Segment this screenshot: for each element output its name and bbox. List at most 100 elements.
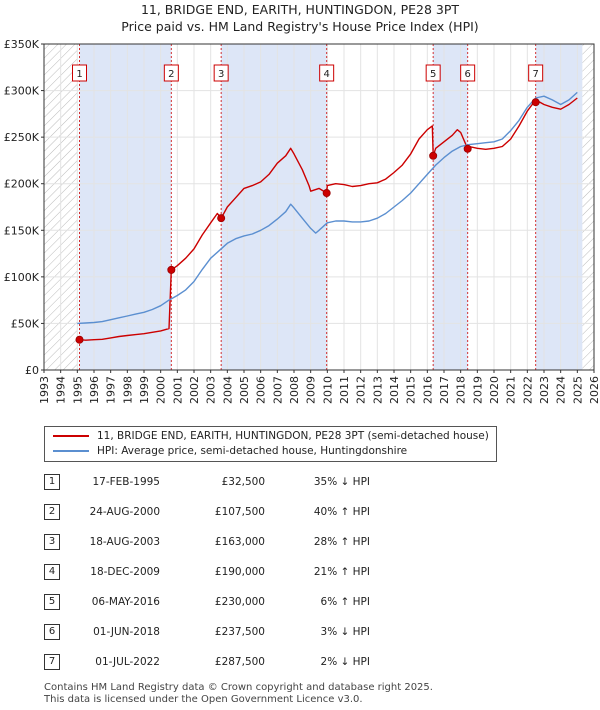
y-tick-label: £300K [4, 85, 40, 98]
x-tick-label: 1996 [88, 376, 101, 404]
sale-number-label: 4 [323, 69, 329, 80]
x-tick-label: 2011 [338, 376, 351, 404]
sale-point [463, 144, 472, 153]
sale-hpi-diff: 35% ↓ HPI [313, 476, 370, 488]
sale-point [167, 265, 176, 274]
sale-date: 17-FEB-1995 [92, 476, 160, 488]
sale-row: 3 18-AUG-2003 £163,000 28% ↑ HPI [0, 532, 600, 552]
chart-subtitle: Price paid vs. HM Land Registry's House … [121, 19, 479, 34]
sale-number: 4 [44, 564, 60, 580]
sale-date: 01-JUL-2022 [95, 656, 160, 668]
y-tick-label: £350K [4, 38, 40, 51]
sale-price: £163,000 [214, 536, 265, 548]
x-tick-label: 2007 [271, 376, 284, 404]
sale-number: 6 [44, 624, 60, 640]
legend-label-hpi: HPI: Average price, semi-detached house,… [97, 445, 408, 457]
x-tick-label: 2019 [471, 376, 484, 404]
x-tick-label: 2016 [421, 376, 434, 404]
legend-item-hpi: HPI: Average price, semi-detached house,… [53, 445, 407, 457]
x-tick-label: 1999 [138, 376, 151, 404]
sale-row: 5 06-MAY-2016 £230,000 6% ↑ HPI [0, 592, 600, 612]
sale-row: 4 18-DEC-2009 £190,000 21% ↑ HPI [0, 562, 600, 582]
footer-copyright: Contains HM Land Registry data © Crown c… [44, 682, 433, 693]
hatched-region-after [582, 44, 594, 370]
x-tick-label: 1998 [121, 376, 134, 404]
sale-hpi-diff: 6% ↑ HPI [320, 596, 370, 608]
sale-date: 01-JUN-2018 [93, 626, 160, 638]
sale-number-box [528, 64, 544, 82]
y-tick-label: £100K [4, 271, 40, 284]
sale-price: £287,500 [214, 656, 265, 668]
y-tick-label: £50K [11, 317, 40, 330]
sale-date: 18-AUG-2003 [89, 536, 160, 548]
sale-price: £237,500 [214, 626, 265, 638]
series-line-property [79, 97, 578, 341]
chart-title: 11, BRIDGE END, EARITH, HUNTINGDON, PE28… [140, 2, 460, 17]
sale-number-box [213, 64, 229, 82]
x-tick-label: 2009 [305, 376, 318, 404]
sale-number-label: 1 [76, 69, 82, 80]
y-tick-label: £200K [4, 178, 40, 191]
sale-hpi-diff: 40% ↑ HPI [313, 506, 370, 518]
x-tick-label: 2015 [405, 376, 418, 404]
footer-licence: This data is licensed under the Open Gov… [44, 694, 363, 705]
sale-number-label: 2 [168, 69, 174, 80]
x-tick-label: 1995 [71, 376, 84, 404]
sale-date: 06-MAY-2016 [91, 596, 160, 608]
sale-number: 3 [44, 534, 60, 550]
sale-number-label: 7 [532, 69, 538, 80]
x-tick-label: 1994 [55, 376, 68, 404]
sale-date: 24-AUG-2000 [89, 506, 160, 518]
x-tick-label: 2022 [521, 376, 534, 404]
legend-swatch-property [53, 435, 89, 437]
x-tick-label: 1997 [105, 376, 118, 404]
x-tick-label: 2018 [455, 376, 468, 404]
sale-point [531, 98, 540, 107]
ownership-period-band [535, 44, 583, 370]
x-tick-label: 2021 [505, 376, 518, 404]
sale-number-box [460, 64, 476, 82]
sale-row: 6 01-JUN-2018 £237,500 3% ↓ HPI [0, 622, 600, 642]
sale-number: 5 [44, 594, 60, 610]
sale-point [217, 214, 226, 223]
series-line-hpi [77, 91, 578, 325]
chart-legend: 11, BRIDGE END, EARITH, HUNTINGDON, PE28… [44, 426, 497, 462]
x-tick-label: 2000 [155, 376, 168, 404]
x-tick-label: 2004 [221, 376, 234, 404]
y-tick-label: £250K [4, 131, 40, 144]
y-tick-label: £0 [25, 364, 39, 377]
sale-row: 1 17-FEB-1995 £32,500 35% ↓ HPI [0, 472, 600, 492]
legend-label-property: 11, BRIDGE END, EARITH, HUNTINGDON, PE28… [97, 430, 489, 442]
sale-number-box [163, 64, 179, 82]
sale-number-label: 5 [430, 69, 436, 80]
sale-number-box [72, 64, 87, 82]
sale-number-box [425, 64, 441, 82]
x-tick-label: 2010 [321, 376, 334, 404]
sale-number-label: 6 [464, 69, 470, 80]
x-tick-label: 2020 [488, 376, 501, 404]
sale-hpi-diff: 2% ↓ HPI [320, 656, 370, 668]
x-tick-label: 2023 [538, 376, 551, 404]
sale-point [429, 151, 438, 160]
legend-item-property: 11, BRIDGE END, EARITH, HUNTINGDON, PE28… [53, 430, 489, 442]
sale-number: 1 [44, 474, 60, 490]
sale-hpi-diff: 21% ↑ HPI [313, 566, 370, 578]
sale-number-label: 3 [218, 69, 224, 80]
x-tick-label: 2006 [255, 376, 268, 404]
x-tick-label: 2026 [588, 376, 600, 404]
x-tick-label: 2013 [371, 376, 384, 404]
ownership-period-band [79, 44, 172, 370]
x-tick-label: 2017 [438, 376, 451, 404]
sale-row: 7 01-JUL-2022 £287,500 2% ↓ HPI [0, 652, 600, 672]
plot-frame [43, 43, 595, 371]
sale-number-box [319, 64, 335, 82]
x-tick-label: 2025 [571, 376, 584, 404]
x-tick-label: 2001 [171, 376, 184, 404]
x-tick-label: 2002 [188, 376, 201, 404]
x-tick-label: 2003 [205, 376, 218, 404]
sale-point [322, 189, 331, 198]
x-tick-label: 2024 [555, 376, 568, 404]
x-tick-label: 2008 [288, 376, 301, 404]
sale-point [75, 335, 84, 344]
legend-swatch-hpi [53, 450, 89, 452]
